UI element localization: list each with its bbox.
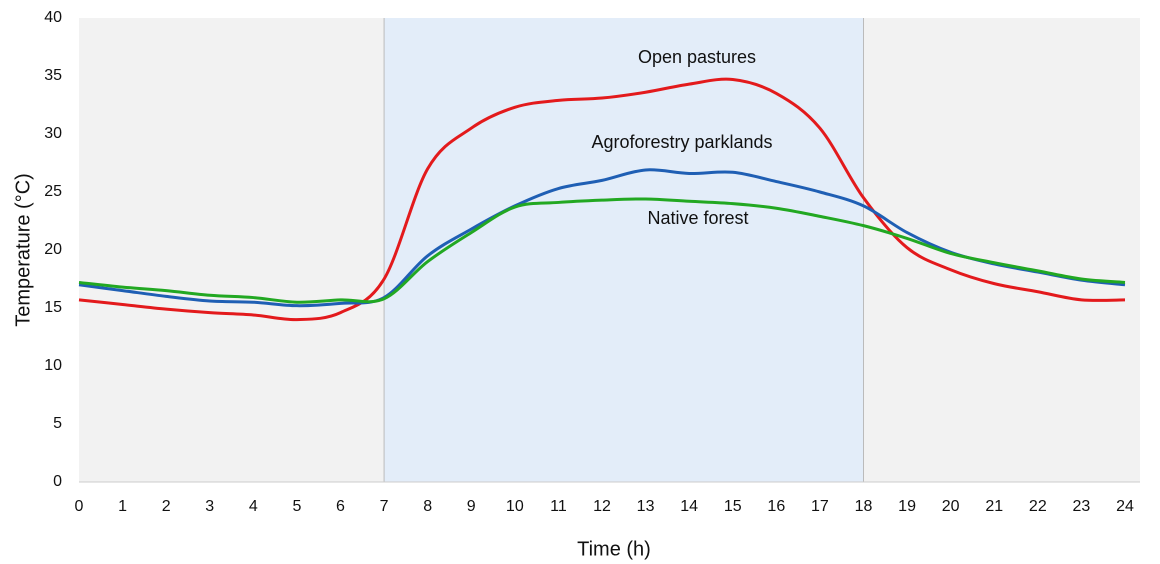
y-axis-label: Temperature (°C)	[12, 173, 34, 327]
y-tick-label: 20	[44, 241, 62, 258]
x-tick-label: 14	[680, 498, 698, 515]
x-tick-label: 8	[423, 498, 432, 515]
y-tick-label: 30	[44, 125, 62, 142]
x-tick-label: 22	[1029, 498, 1047, 515]
series-line	[78, 77, 1126, 322]
x-tick-label: 17	[811, 498, 829, 515]
y-tick-label: 15	[44, 299, 62, 316]
x-tick-label: 0	[75, 498, 84, 515]
series-line	[78, 197, 1126, 304]
shaded-band	[384, 18, 864, 482]
series-label: Open pastures	[638, 47, 756, 67]
y-tick-label: 0	[53, 473, 62, 490]
x-tick-label: 11	[550, 498, 567, 515]
y-tick-label: 10	[44, 357, 62, 374]
x-tick-label: 10	[506, 498, 524, 515]
y-tick-label: 5	[53, 415, 62, 432]
series-label: Native forest	[647, 208, 748, 228]
series-label: Agroforestry parklands	[591, 132, 772, 152]
x-tick-label: 24	[1116, 498, 1134, 515]
x-tick-label: 21	[985, 498, 1003, 515]
x-tick-label: 23	[1073, 498, 1091, 515]
x-tick-label: 15	[724, 498, 742, 515]
x-tick-label: 16	[767, 498, 785, 515]
y-tick-label: 35	[44, 67, 62, 84]
x-tick-label: 9	[467, 498, 476, 515]
x-tick-label: 20	[942, 498, 960, 515]
y-tick-label: 25	[44, 183, 62, 200]
x-tick-label: 2	[162, 498, 171, 515]
x-tick-label: 4	[249, 498, 258, 515]
x-tick-label: 19	[898, 498, 916, 515]
x-tick-label: 5	[292, 498, 301, 515]
x-tick-label: 12	[593, 498, 611, 515]
x-tick-label: 18	[855, 498, 873, 515]
x-axis-label: Time (h)	[577, 538, 651, 560]
x-tick-label: 7	[380, 498, 389, 515]
x-tick-label: 13	[637, 498, 655, 515]
x-tick-label: 3	[205, 498, 214, 515]
x-tick-label: 1	[118, 498, 127, 515]
y-tick-label: 40	[44, 9, 62, 26]
x-tick-label: 6	[336, 498, 345, 515]
